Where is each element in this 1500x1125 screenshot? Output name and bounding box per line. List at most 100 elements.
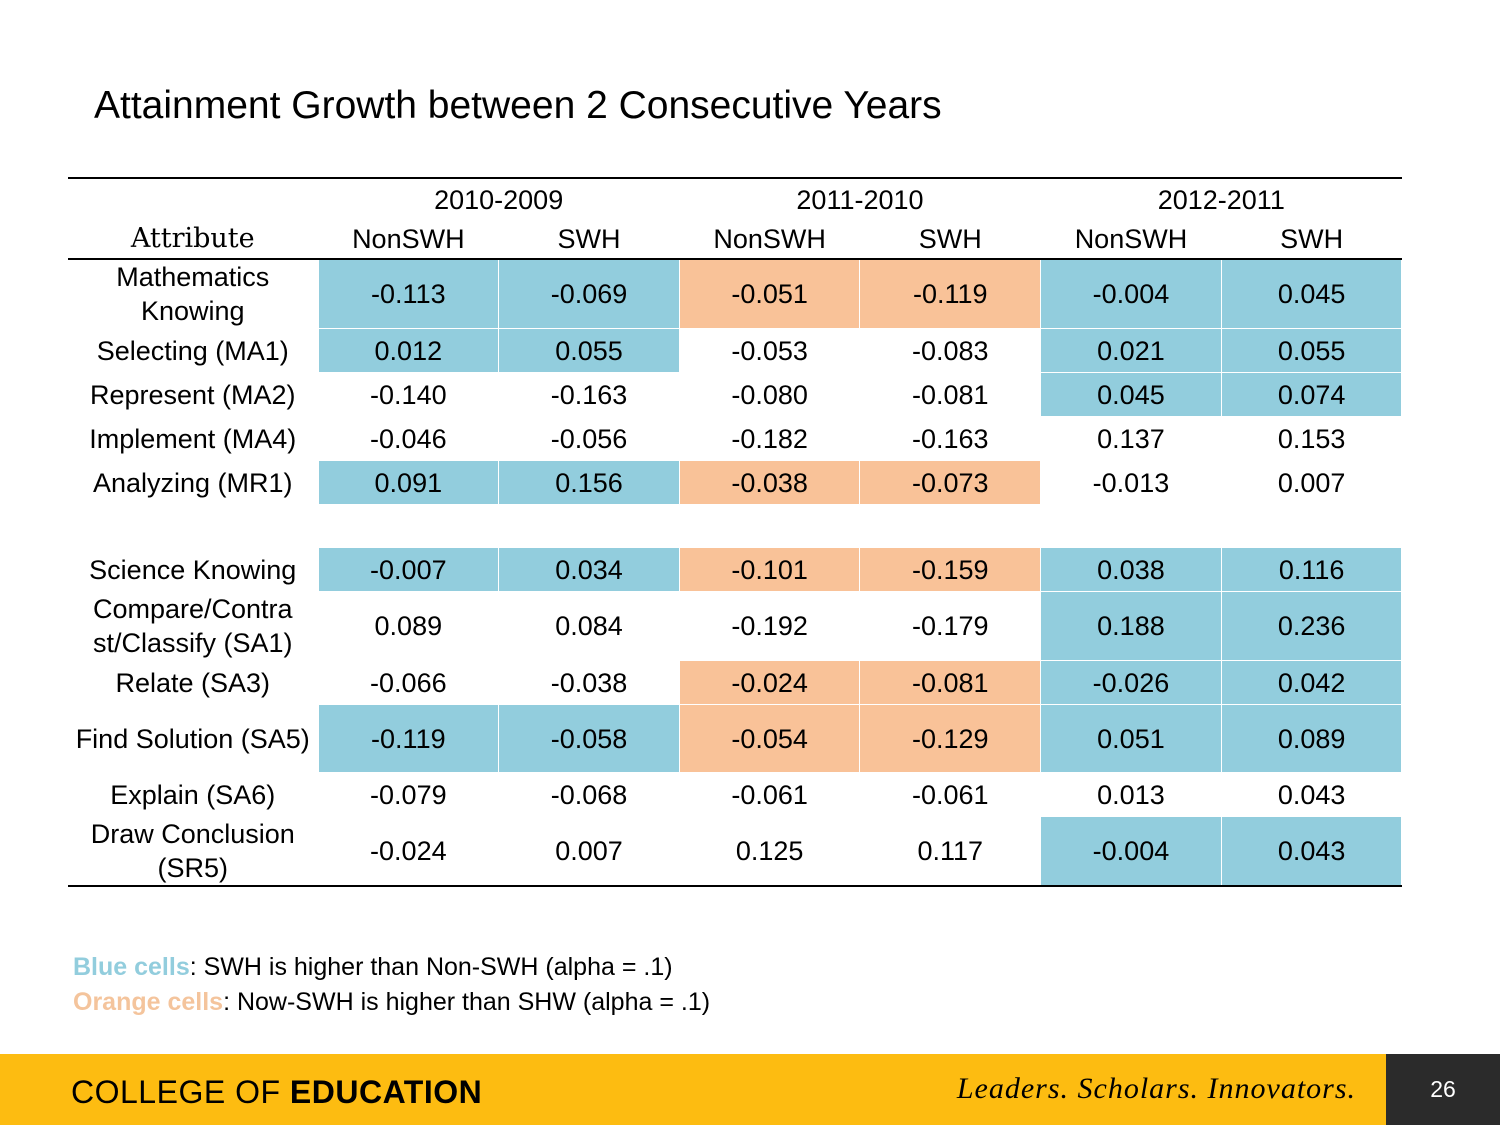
- group-header: NonSWH: [679, 219, 861, 260]
- value-cell: -0.069: [498, 259, 680, 329]
- value-cell: -0.054: [679, 704, 861, 773]
- row-label: Compare/Contra st/Classify (SA1): [68, 591, 319, 661]
- value-cell: -0.080: [679, 372, 861, 417]
- table-row: Analyzing (MR1) 0.091 0.156 -0.038 -0.07…: [68, 460, 1403, 505]
- value-cell: -0.051: [679, 259, 861, 329]
- value-cell: -0.013: [1040, 460, 1222, 505]
- footer-motto: Leaders. Scholars. Innovators.: [956, 1072, 1356, 1105]
- value-cell: -0.081: [859, 660, 1042, 705]
- value-cell: -0.053: [679, 328, 861, 373]
- group-header: NonSWH: [318, 219, 500, 260]
- value-cell: 0.089: [1221, 704, 1403, 773]
- table-row: Explain (SA6) -0.079 -0.068 -0.061 -0.06…: [68, 772, 1403, 817]
- row-label: Draw Conclusion (SR5): [68, 816, 319, 887]
- value-cell: -0.066: [318, 660, 500, 705]
- group-header: SWH: [498, 219, 680, 260]
- row-label: Relate (SA3): [68, 660, 319, 705]
- table-row: Selecting (MA1) 0.012 0.055 -0.053 -0.08…: [68, 328, 1403, 373]
- value-cell: 0.236: [1221, 591, 1403, 661]
- value-cell: 0.125: [679, 816, 861, 887]
- value-cell: -0.163: [859, 416, 1042, 461]
- value-cell: 0.007: [1221, 460, 1403, 505]
- value-cell: -0.007: [318, 547, 500, 592]
- year-header-row: 2010-2009 2011-2010 2012-2011: [68, 178, 1403, 220]
- value-cell: 0.055: [1221, 328, 1403, 373]
- value-cell: -0.004: [1040, 816, 1222, 887]
- row-label: Explain (SA6): [68, 772, 319, 817]
- value-cell: 0.084: [498, 591, 680, 661]
- row-label: Analyzing (MR1): [68, 460, 319, 505]
- value-cell: 0.051: [1040, 704, 1222, 773]
- value-cell: 0.156: [498, 460, 680, 505]
- legend-blue: Blue cells: SWH is higher than Non-SWH (…: [73, 950, 710, 985]
- value-cell: 0.188: [1040, 591, 1222, 661]
- legend-orange: Orange cells: Now-SWH is higher than SHW…: [73, 985, 710, 1020]
- value-cell: -0.192: [679, 591, 861, 661]
- value-cell: -0.038: [679, 460, 861, 505]
- value-cell: -0.061: [859, 772, 1042, 817]
- value-cell: -0.026: [1040, 660, 1222, 705]
- value-cell: -0.163: [498, 372, 680, 417]
- value-cell: -0.073: [859, 460, 1042, 505]
- value-cell: 0.055: [498, 328, 680, 373]
- value-cell: -0.182: [679, 416, 861, 461]
- college-wordmark: COLLEGE OF EDUCATION: [71, 1074, 482, 1111]
- group-header: SWH: [1221, 219, 1403, 260]
- attainment-growth-table: 2010-2009 2011-2010 2012-2011 Attribute …: [68, 177, 1403, 887]
- value-cell: -0.081: [859, 372, 1042, 417]
- group-header-row: Attribute NonSWH SWH NonSWH SWH NonSWH S…: [68, 219, 1403, 260]
- value-cell: -0.119: [859, 259, 1042, 329]
- value-cell: -0.113: [318, 259, 500, 329]
- legend-orange-key: Orange cells: [73, 988, 224, 1016]
- table-row: Draw Conclusion (SR5) -0.024 0.007 0.125…: [68, 816, 1403, 887]
- legend-blue-key: Blue cells: [73, 953, 190, 981]
- value-cell: -0.140: [318, 372, 500, 417]
- value-cell: -0.159: [859, 547, 1042, 592]
- row-label: Selecting (MA1): [68, 328, 319, 373]
- group-header: NonSWH: [1040, 219, 1222, 260]
- value-cell: -0.068: [498, 772, 680, 817]
- college-prefix: COLLEGE OF: [71, 1074, 290, 1110]
- value-cell: -0.101: [679, 547, 861, 592]
- value-cell: -0.058: [498, 704, 680, 773]
- value-cell: -0.056: [498, 416, 680, 461]
- year-header: 2011-2010: [679, 178, 1042, 220]
- spacer-row: [68, 504, 1403, 548]
- value-cell: 0.137: [1040, 416, 1222, 461]
- value-cell: 0.089: [318, 591, 500, 661]
- value-cell: 0.012: [318, 328, 500, 373]
- year-header: 2010-2009: [318, 178, 680, 220]
- legend-orange-text: : Now-SWH is higher than SHW (alpha = .1…: [223, 988, 711, 1016]
- value-cell: -0.179: [859, 591, 1042, 661]
- table-row: Implement (MA4) -0.046 -0.056 -0.182 -0.…: [68, 416, 1403, 461]
- value-cell: -0.038: [498, 660, 680, 705]
- footer-bar: COLLEGE OF EDUCATION Leaders. Scholars. …: [0, 1054, 1386, 1125]
- value-cell: 0.038: [1040, 547, 1222, 592]
- value-cell: -0.083: [859, 328, 1042, 373]
- attribute-column-header: Attribute: [68, 219, 319, 260]
- value-cell: 0.045: [1040, 372, 1222, 417]
- value-cell: 0.116: [1221, 547, 1403, 592]
- value-cell: 0.045: [1221, 259, 1403, 329]
- value-cell: -0.119: [318, 704, 500, 773]
- value-cell: 0.091: [318, 460, 500, 505]
- value-cell: 0.074: [1221, 372, 1403, 417]
- value-cell: 0.117: [859, 816, 1042, 887]
- value-cell: -0.024: [679, 660, 861, 705]
- value-cell: -0.024: [318, 816, 500, 887]
- value-cell: -0.129: [859, 704, 1042, 773]
- value-cell: 0.013: [1040, 772, 1222, 817]
- value-cell: 0.043: [1221, 816, 1403, 887]
- value-cell: 0.034: [498, 547, 680, 592]
- row-label: Represent (MA2): [68, 372, 319, 417]
- value-cell: -0.061: [679, 772, 861, 817]
- value-cell: 0.042: [1221, 660, 1403, 705]
- value-cell: 0.021: [1040, 328, 1222, 373]
- year-header: 2012-2011: [1040, 178, 1403, 220]
- group-header: SWH: [859, 219, 1042, 260]
- table-row: Mathematics Knowing -0.113 -0.069 -0.051…: [68, 259, 1403, 329]
- row-label: Mathematics Knowing: [68, 259, 319, 329]
- value-cell: 0.043: [1221, 772, 1403, 817]
- value-cell: 0.007: [498, 816, 680, 887]
- legend: Blue cells: SWH is higher than Non-SWH (…: [73, 950, 710, 1020]
